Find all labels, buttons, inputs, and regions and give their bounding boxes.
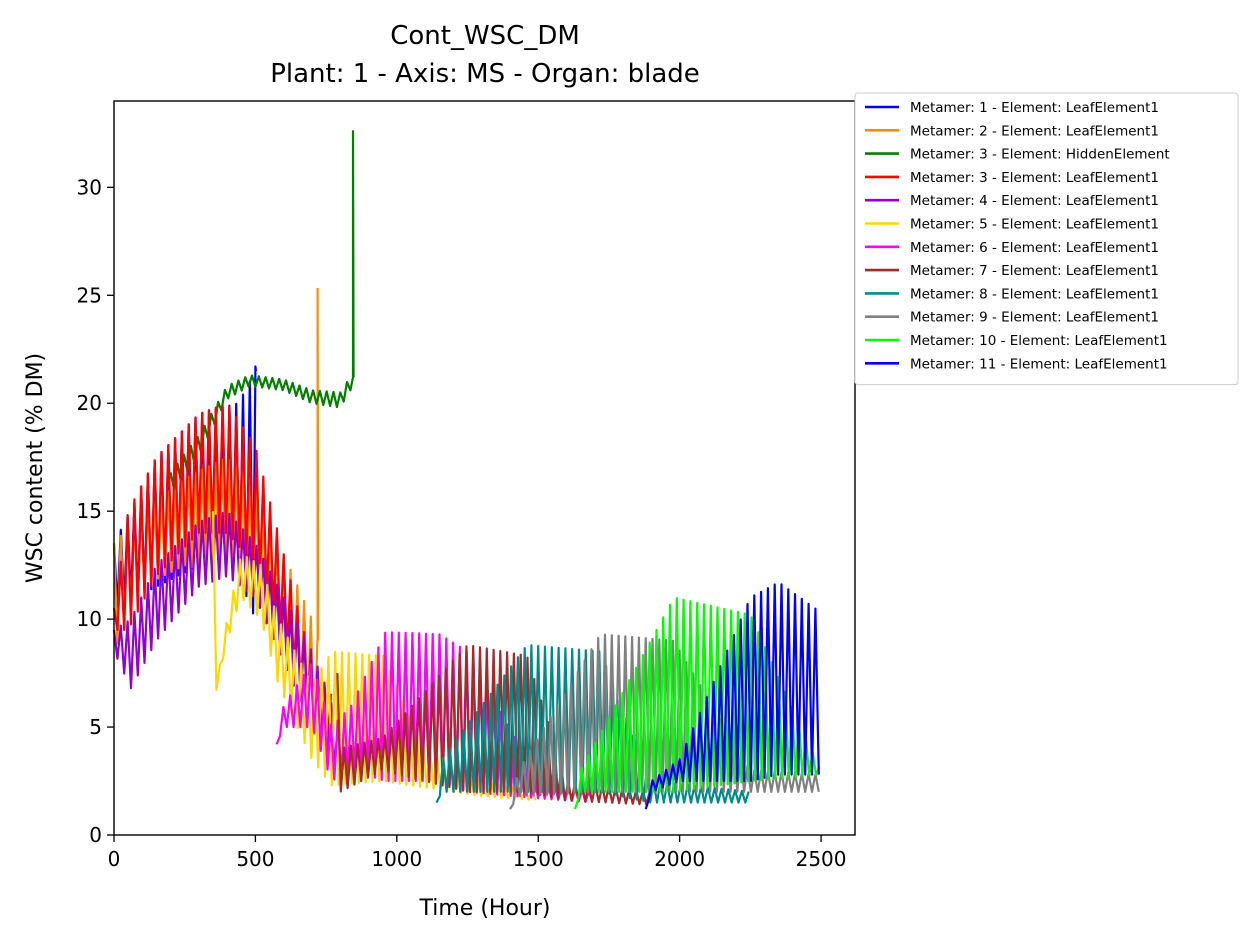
series-line-8 xyxy=(336,644,651,806)
x-axis-label: Time (Hour) xyxy=(419,896,551,921)
legend-entry: Metamer: 7 - Element: LeafElement1 xyxy=(910,263,1159,279)
y-tick-label: 10 xyxy=(77,607,102,631)
y-axis: 0 5 10 15 20 25 30 xyxy=(77,175,114,847)
plot-frame xyxy=(113,100,856,836)
legend-entry: Metamer: 5 - Element: LeafElement1 xyxy=(910,217,1159,233)
x-tick-label: 0 xyxy=(108,847,121,871)
legend: Metamer: 1 - Element: LeafElement1 Metame… xyxy=(854,92,1239,386)
legend-entry: Metamer: 10 - Element: LeafElement1 xyxy=(910,333,1168,349)
legend-entry: Metamer: 3 - Element: HiddenElement xyxy=(910,147,1170,163)
y-tick-label: 20 xyxy=(77,391,102,415)
y-tick-label: 15 xyxy=(77,499,102,523)
x-tick-label: 500 xyxy=(236,847,274,871)
x-tick-label: 2500 xyxy=(796,847,847,871)
series-line-12 xyxy=(644,583,820,810)
legend-entry: Metamer: 6 - Element: LeafElement1 xyxy=(910,240,1159,256)
x-tick-label: 2000 xyxy=(654,847,705,871)
y-tick-label: 30 xyxy=(77,175,102,199)
y-axis-label: WSC content (% DM) xyxy=(23,353,48,583)
y-tick-label: 25 xyxy=(77,283,102,307)
legend-entry: Metamer: 1 - Element: LeafElement1 xyxy=(910,100,1159,116)
y-tick-label: 0 xyxy=(89,823,102,847)
series-line-11 xyxy=(573,597,821,810)
chart-subtitle: Plant: 1 - Axis: MS - Organ: blade xyxy=(270,59,700,89)
legend-entry: Metamer: 2 - Element: LeafElement1 xyxy=(910,123,1159,139)
x-tick-label: 1500 xyxy=(513,847,564,871)
legend-entry: Metamer: 8 - Element: LeafElement1 xyxy=(910,286,1159,302)
x-axis: 0 500 1000 1500 2000 2500 xyxy=(108,835,847,871)
y-tick-label: 5 xyxy=(89,715,102,739)
legend-entry: Metamer: 3 - Element: LeafElement1 xyxy=(910,170,1159,186)
chart-title: Cont_WSC_DM xyxy=(390,21,580,51)
plot-area xyxy=(112,130,821,810)
legend-entry: Metamer: 11 - Element: LeafElement1 xyxy=(910,356,1168,372)
x-tick-label: 1000 xyxy=(371,847,422,871)
legend-entry: Metamer: 9 - Element: LeafElement1 xyxy=(910,310,1159,326)
series-line-3 xyxy=(169,130,355,491)
legend-entry: Metamer: 4 - Element: LeafElement1 xyxy=(910,193,1159,209)
legend-box xyxy=(854,92,1239,386)
